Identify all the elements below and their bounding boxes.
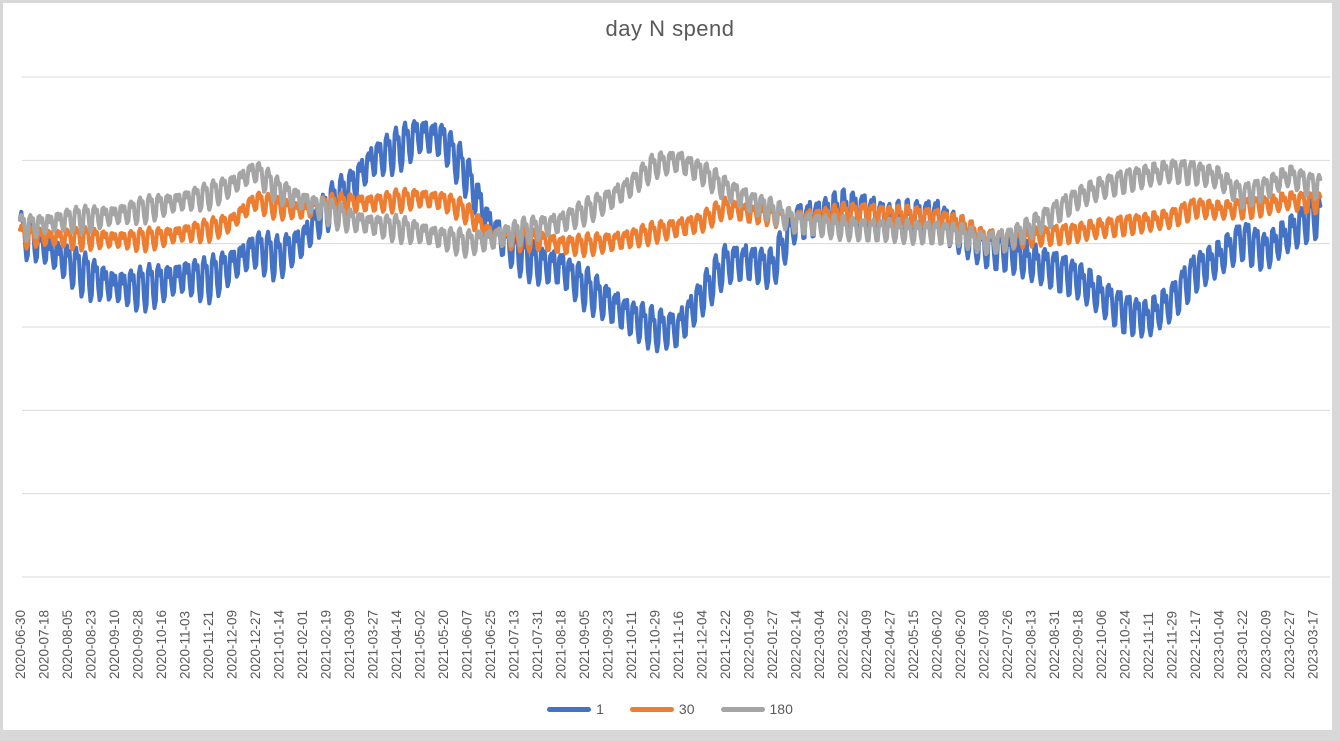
x-axis-tick-label: 2021-02-01 [295, 610, 310, 679]
x-axis-tick-label: 2021-12-04 [695, 609, 710, 679]
legend-swatch-icon [629, 706, 674, 712]
x-axis-tick-label: 2021-09-05 [577, 610, 592, 679]
x-axis-tick-label: 2020-08-23 [84, 610, 99, 679]
x-axis-tick-label: 2022-11-29 [1165, 611, 1180, 679]
x-axis-tick-label: 2021-06-07 [460, 610, 475, 679]
x-axis-tick-label: 2021-06-25 [483, 610, 498, 679]
x-axis-tick-label: 2021-02-19 [319, 610, 334, 679]
legend-label: 30 [678, 701, 695, 717]
x-axis-tick-label: 2022-01-27 [765, 610, 780, 679]
chart-title: day N spend [605, 16, 735, 41]
x-axis-tick-label: 2021-01-14 [272, 609, 287, 679]
x-axis-tick-label: 2023-01-04 [1212, 609, 1227, 679]
x-axis-tick-label: 2022-12-17 [1188, 610, 1203, 679]
x-axis-tick-label: 2020-06-30 [13, 610, 28, 679]
legend-label: 180 [769, 701, 793, 717]
legend-item-1: 1 [547, 701, 604, 717]
x-axis-tick-label: 2022-01-09 [742, 610, 757, 679]
x-axis-tick-label: 2022-06-02 [930, 610, 945, 679]
x-axis-tick-label: 2022-05-15 [906, 610, 921, 679]
legend-item-180: 180 [720, 701, 793, 717]
x-axis-tick-label: 2020-12-27 [248, 610, 263, 679]
x-axis-tick-label: 2023-02-27 [1282, 610, 1297, 679]
x-axis-tick-label: 2021-10-29 [648, 610, 663, 679]
x-axis-tick-label: 2020-10-16 [154, 610, 169, 679]
legend-label: 1 [596, 701, 604, 717]
series-line-1 [18, 119, 1323, 354]
legend-swatch-icon [547, 706, 592, 712]
x-axis-tick-label: 2020-11-21 [201, 611, 216, 679]
legend: 1 30 180 [0, 699, 1340, 719]
x-axis-tick-label: 2023-03-17 [1306, 610, 1321, 679]
x-axis-tick-label: 2021-12-22 [718, 610, 733, 679]
x-axis-tick-label: 2022-07-26 [1000, 610, 1015, 679]
x-axis-tick-label: 2020-12-09 [225, 610, 240, 679]
x-axis-tick-label: 2022-07-08 [977, 610, 992, 679]
series-line-30 [18, 186, 1323, 259]
x-axis-tick-label: 2022-04-27 [883, 610, 898, 679]
x-axis-tick-label: 2022-08-13 [1024, 610, 1039, 679]
x-axis-tick-label: 2022-11-11 [1141, 612, 1156, 679]
x-axis-tick-label: 2021-05-02 [413, 610, 428, 679]
x-axis-tick-label: 2021-04-14 [389, 609, 404, 679]
x-axis-tick-label: 2022-04-09 [859, 610, 874, 679]
x-axis-tick-label: 2021-05-20 [436, 610, 451, 679]
legend-swatch-icon [720, 706, 765, 712]
x-axis-tick-label: 2021-07-31 [530, 610, 545, 679]
x-axis-tick-label: 2022-10-24 [1118, 609, 1133, 679]
x-axis-tick-label: 2022-02-14 [789, 609, 804, 679]
x-axis-tick-label: 2022-03-04 [812, 609, 827, 679]
x-axis-tick-label: 2021-09-23 [601, 610, 616, 679]
x-axis-tick-label: 2022-10-06 [1094, 610, 1109, 679]
series-line-180 [18, 150, 1323, 259]
chart-surface [3, 3, 1332, 730]
x-axis-tick-label: 2023-02-09 [1259, 610, 1274, 679]
x-axis-tick-label: 2020-08-05 [60, 610, 75, 679]
x-axis-tick-label: 2022-08-31 [1047, 610, 1062, 679]
x-axis-tick-label: 2023-01-22 [1235, 610, 1250, 679]
x-axis-tick-label: 2022-03-22 [836, 610, 851, 679]
legend-item-30: 30 [629, 701, 695, 717]
x-axis-tick-label: 2021-03-09 [342, 610, 357, 679]
x-axis-tick-label: 2022-09-18 [1071, 610, 1086, 679]
x-axis-tick-label: 2020-09-28 [131, 610, 146, 679]
x-axis-tick-label: 2020-07-18 [37, 610, 52, 679]
x-axis-tick-label: 2021-11-16 [671, 611, 686, 679]
x-axis-tick-label: 2020-11-03 [178, 611, 193, 679]
x-axis-tick-label: 2022-06-20 [953, 610, 968, 679]
x-axis-tick-label: 2021-08-18 [554, 610, 569, 679]
x-axis-tick-label: 2021-07-13 [507, 610, 522, 679]
x-axis-tick-label: 2021-10-11 [624, 611, 639, 679]
x-axis-tick-label: 2021-03-27 [366, 610, 381, 679]
x-axis-tick-label: 2020-09-10 [107, 610, 122, 679]
